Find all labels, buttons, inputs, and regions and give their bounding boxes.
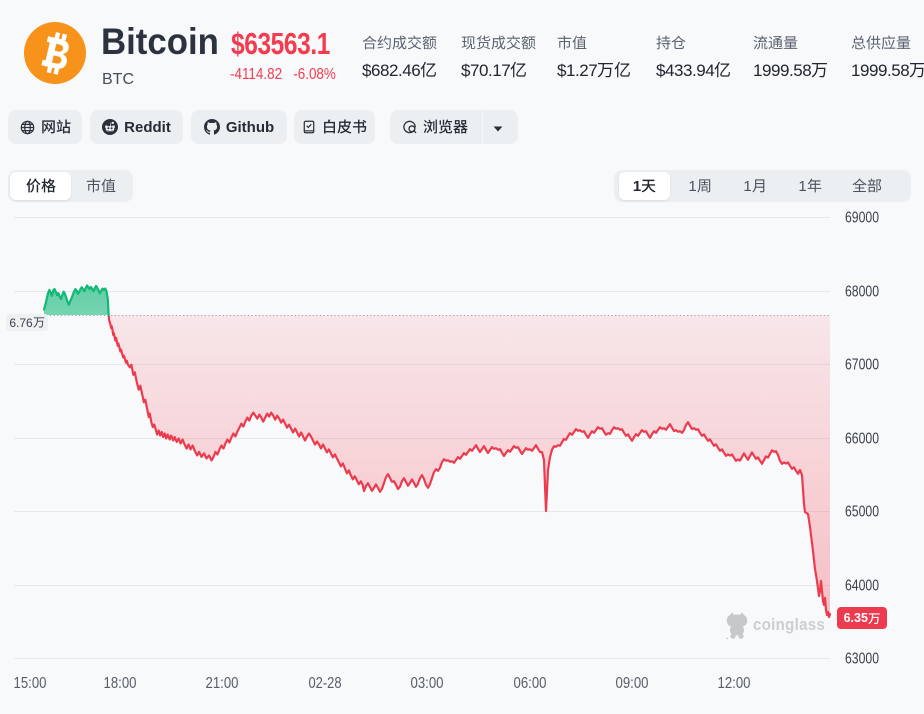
svg-text:68000: 68000 [845,284,879,301]
svg-text:18:00: 18:00 [104,675,137,692]
svg-text:67000: 67000 [845,357,879,374]
svg-text:09:00: 09:00 [616,675,649,692]
svg-text:15:00: 15:00 [14,675,47,692]
svg-text:12:00: 12:00 [718,675,751,692]
svg-text:63000: 63000 [845,651,879,668]
svg-text:66000: 66000 [845,431,879,448]
svg-text:02-28: 02-28 [309,675,342,692]
svg-text:69000: 69000 [845,210,879,227]
svg-text:21:00: 21:00 [206,675,239,692]
svg-text:06:00: 06:00 [514,675,547,692]
svg-text:03:00: 03:00 [411,675,444,692]
svg-text:64000: 64000 [845,578,879,595]
svg-text:65000: 65000 [845,504,879,521]
